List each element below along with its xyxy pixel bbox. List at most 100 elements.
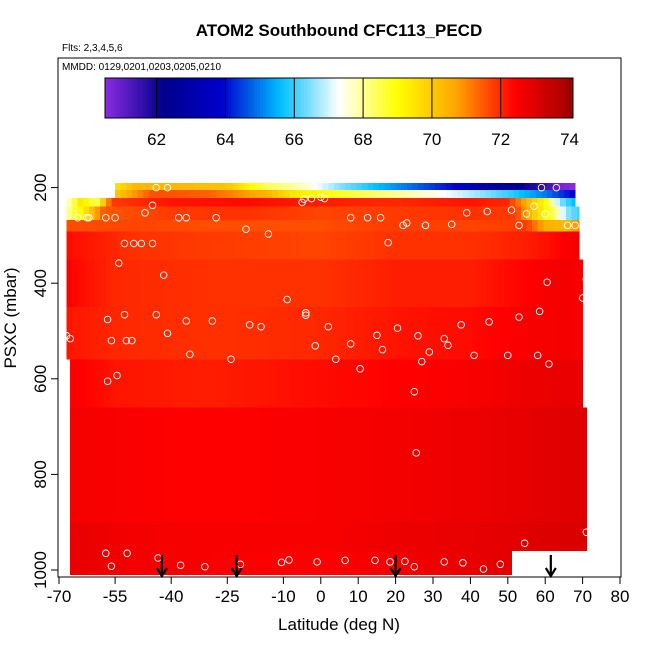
- heatmap-cell-row-5: [268, 231, 275, 260]
- heatmap-cell-row-6: [403, 259, 410, 308]
- heatmap-cell-row-5: [537, 231, 544, 260]
- heatmap-cell-row-3: [492, 206, 500, 221]
- colorbar-swatch: [350, 78, 355, 118]
- colorbar-swatch: [368, 78, 372, 118]
- heatmap-cell-row-9: [418, 407, 425, 523]
- colorbar-swatch: [163, 78, 167, 118]
- heatmap-cell-row-6: [520, 259, 528, 308]
- heatmap-cell-row-1: [378, 189, 385, 199]
- heatmap-cell-row-2: [189, 198, 197, 207]
- heatmap-cell-row-9: [406, 407, 414, 523]
- heatmap-cell-row-9: [300, 407, 307, 523]
- heatmap-cell-row-0: [154, 182, 161, 190]
- heatmap-cell-row-2: [537, 198, 544, 207]
- heatmap-cell-row-11: [283, 550, 290, 575]
- heatmap-cell-row-4: [178, 220, 185, 232]
- heatmap-cell-row-11: [165, 550, 172, 575]
- x-tick-label: -55: [103, 587, 128, 606]
- heatmap-cell-row-0: [563, 182, 571, 190]
- heatmap-cell-row-1: [294, 189, 301, 199]
- heatmap-cell-row-7: [223, 307, 230, 360]
- observation-point: [264, 230, 273, 238]
- heatmap-cell-row-9: [311, 407, 318, 523]
- heatmap-cell-row-9: [171, 407, 178, 523]
- heatmap-cell-row-3: [548, 206, 556, 221]
- heatmap-cell-row-0: [322, 182, 329, 190]
- heatmap-cell-row-3: [262, 206, 270, 221]
- observation-point: [320, 194, 329, 203]
- heatmap-cell-row-2: [548, 198, 556, 207]
- heatmap-cell-row-0: [199, 182, 206, 190]
- heatmap-cell-row-9: [244, 407, 251, 523]
- heatmap-cell-row-7: [391, 307, 399, 360]
- heatmap-cell-row-5: [212, 231, 219, 260]
- colorbar-swatch: [400, 78, 404, 118]
- flight-arrow-head: [155, 567, 168, 579]
- heatmap-cell-row-7: [380, 307, 387, 360]
- heatmap-cell-row-1: [182, 189, 189, 199]
- heatmap-cell-row-3: [240, 206, 247, 221]
- heatmap-cell-row-0: [446, 182, 453, 190]
- heatmap-cell-row-5: [571, 231, 578, 260]
- heatmap-cell-row-0: [395, 182, 402, 190]
- heatmap-cell-row-1: [412, 189, 419, 199]
- heatmap-cell-row-4: [560, 220, 567, 232]
- heatmap-cell-row-4: [408, 220, 415, 232]
- colorbar-swatch: [534, 78, 539, 118]
- heatmap-cell-row-1: [131, 189, 139, 199]
- colorbar-tick-label: 70: [422, 130, 441, 149]
- observation-point: [530, 202, 538, 210]
- heatmap-cell-row-2: [285, 198, 292, 207]
- heatmap-cell-row-3: [318, 206, 326, 221]
- heatmap-cell-row-6: [526, 259, 533, 308]
- heatmap-cell-row-8: [502, 359, 509, 408]
- heatmap-cell-row-1: [249, 189, 256, 199]
- heatmap-cell-row-11: [81, 550, 88, 575]
- observation-point: [148, 201, 157, 210]
- heatmap-cell-row-0: [451, 182, 458, 190]
- heatmap-cell-row-4: [487, 220, 494, 232]
- heatmap-cell-row-5: [341, 231, 348, 260]
- heatmap-cell-row-1: [120, 189, 127, 199]
- heatmap-cell-row-4: [341, 220, 348, 232]
- observation-point: [386, 558, 394, 566]
- heatmap-cell-row-2: [122, 198, 129, 207]
- heatmap-cell-row-7: [257, 307, 264, 360]
- heatmap-cell-row-2: [145, 198, 152, 207]
- heatmap-cell-row-3: [498, 206, 505, 221]
- colorbar-swatch: [409, 78, 413, 118]
- heatmap-cell-row-0: [227, 182, 234, 190]
- heatmap-cell-row-7: [201, 307, 208, 360]
- heatmap-cell-row-2: [195, 198, 202, 207]
- colorbar-swatch: [183, 78, 188, 118]
- heatmap-cell-row-1: [255, 189, 262, 199]
- heatmap-cell-row-4: [111, 220, 118, 232]
- colorbar-swatch: [359, 78, 363, 118]
- heatmap-cell-row-6: [565, 259, 572, 308]
- heatmap-cell-row-8: [171, 359, 178, 408]
- heatmap-cell-row-8: [406, 359, 414, 408]
- heatmap-cell-row-10: [569, 522, 576, 551]
- colorbar-swatch: [131, 78, 135, 118]
- heatmap-cell-row-2: [128, 198, 135, 207]
- heatmap-cell-row-11: [434, 550, 442, 575]
- heatmap-cell-row-9: [210, 407, 217, 523]
- heatmap-cell-row-11: [305, 550, 313, 575]
- heatmap-cell-row-0: [558, 182, 565, 190]
- flight-arrow-head: [544, 567, 557, 579]
- heatmap-field: [66, 182, 587, 575]
- heatmap-cell-row-3: [464, 206, 471, 221]
- colorbar: 62 64 66 68 70 72 74: [104, 77, 579, 149]
- flight-arrows: [155, 555, 557, 579]
- heatmap-cell-row-7: [145, 307, 152, 360]
- heatmap-cell-row-11: [131, 550, 139, 575]
- heatmap-cell-row-3: [206, 206, 213, 221]
- heatmap-cell-row-7: [346, 307, 354, 360]
- heatmap-cell-row-1: [524, 189, 531, 199]
- heatmap-cell-row-4: [447, 220, 455, 232]
- heatmap-cell-row-10: [451, 522, 458, 551]
- heatmap-cell-row-7: [206, 307, 213, 360]
- colorbar-swatch: [286, 78, 290, 118]
- heatmap-cell-row-6: [262, 259, 270, 308]
- heatmap-cell-row-8: [378, 359, 385, 408]
